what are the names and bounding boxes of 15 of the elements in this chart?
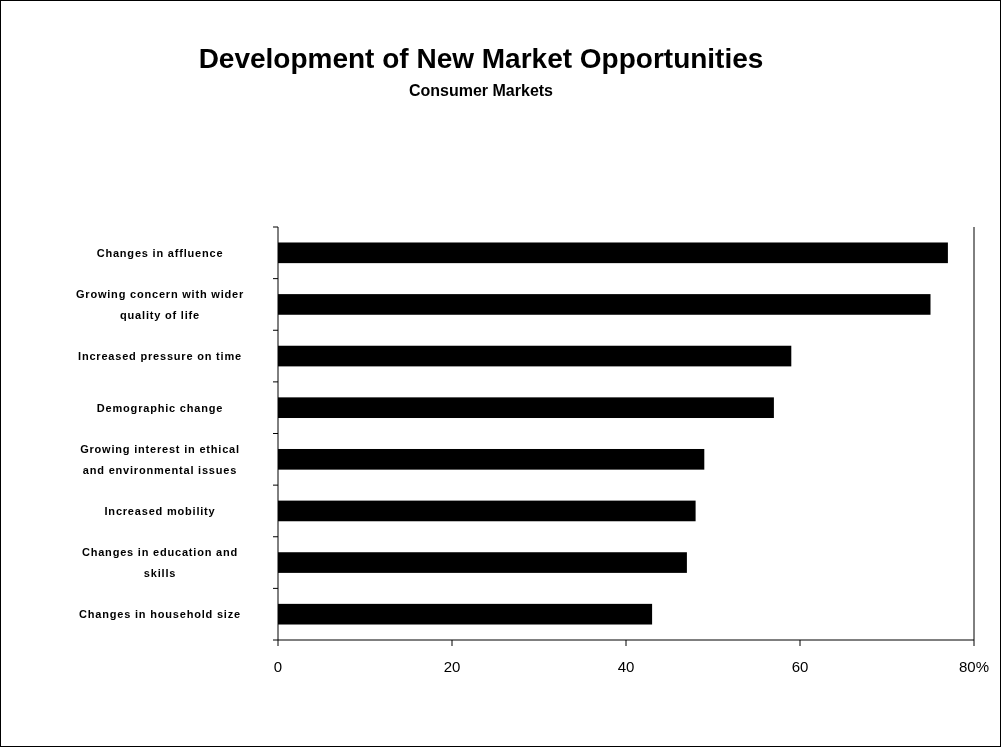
- y-tick-label: Changes in education and skills: [81, 546, 239, 580]
- y-tick-label: Demographic change: [96, 401, 224, 414]
- y-tick-label: Changes in household size: [79, 608, 241, 621]
- y-tick-label: Increased mobility: [104, 504, 216, 517]
- chart-subtitle: Consumer Markets: [408, 82, 554, 99]
- y-tick-label: Increased pressure on time: [78, 350, 242, 363]
- x-tick-label: 0: [273, 658, 283, 675]
- x-tick-label: 20: [443, 658, 461, 675]
- x-tick-label: 60: [791, 658, 809, 675]
- chart-title: Development of New Market Opportunities: [198, 43, 764, 74]
- y-tick-label: Growing interest in ethical and environmental issues: [80, 442, 240, 476]
- y-tick-label: Growing concern with wider quality of life: [75, 287, 245, 321]
- y-tick-label: Changes in affluence: [96, 246, 224, 259]
- x-tick-label: 80%: [958, 658, 990, 675]
- x-tick-label: 40: [617, 658, 635, 675]
